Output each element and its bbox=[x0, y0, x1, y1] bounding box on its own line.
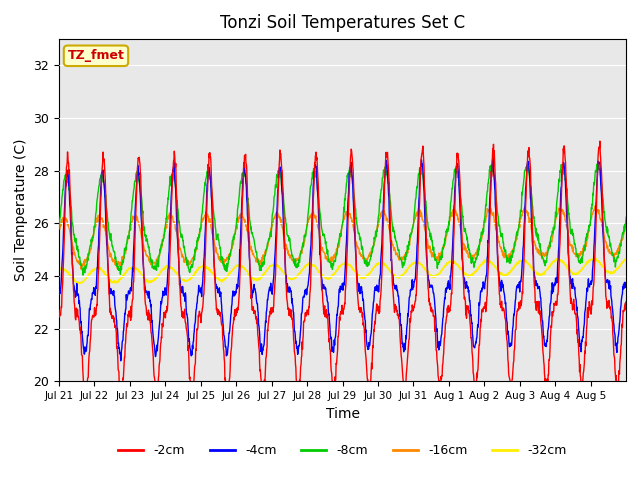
Title: Tonzi Soil Temperatures Set C: Tonzi Soil Temperatures Set C bbox=[220, 14, 465, 32]
Legend: -2cm, -4cm, -8cm, -16cm, -32cm: -2cm, -4cm, -8cm, -16cm, -32cm bbox=[113, 439, 572, 462]
Text: TZ_fmet: TZ_fmet bbox=[68, 49, 124, 62]
Y-axis label: Soil Temperature (C): Soil Temperature (C) bbox=[14, 139, 28, 281]
X-axis label: Time: Time bbox=[326, 407, 360, 420]
